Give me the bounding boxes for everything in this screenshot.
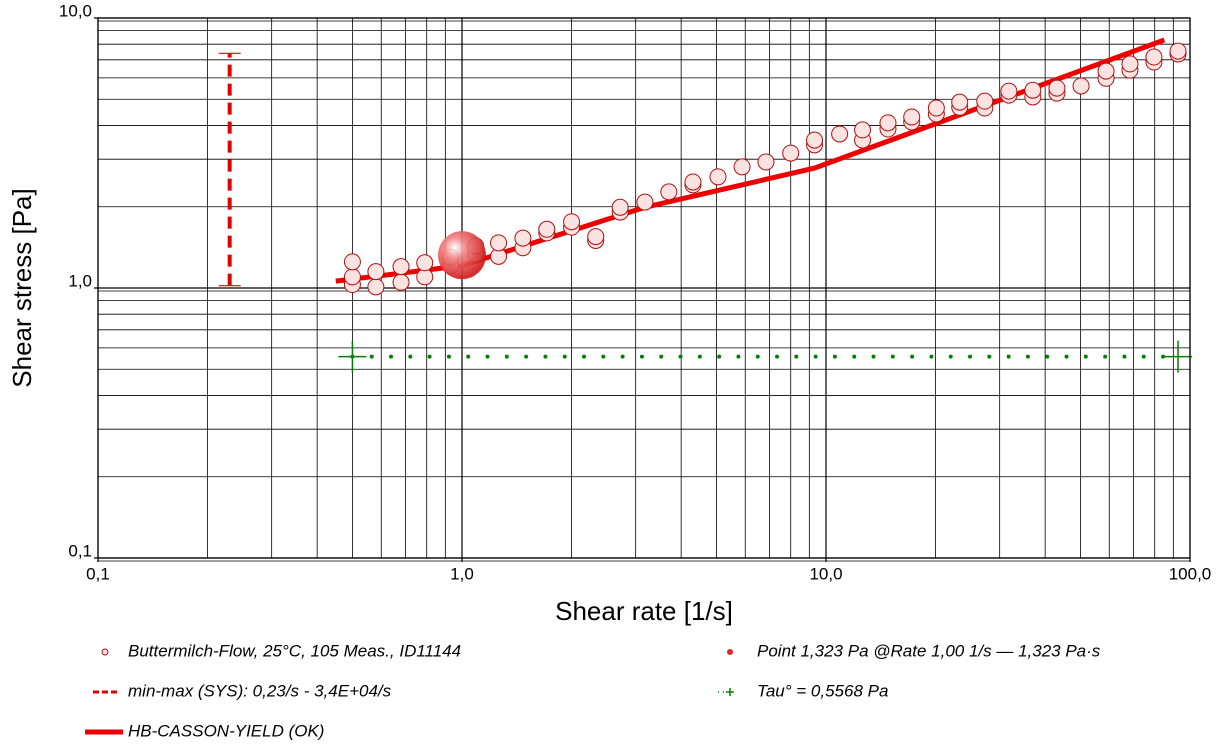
x-axis-label: Shear rate [1/s] [555,596,733,626]
data-point [976,92,994,110]
x-tick-label: 1,0 [450,564,474,583]
legend-marker [718,688,734,696]
y-tick-label: 1,0 [68,271,92,290]
data-point [587,228,605,246]
data-point [1097,62,1115,80]
legend-label: Point 1,323 Pa @Rate 1,00 1/s — 1,323 Pa… [757,641,1101,660]
data-point [1169,42,1187,60]
y-axis-label: Shear stress [Pa] [7,188,37,387]
data-point [343,253,361,271]
data-point [563,213,581,231]
data-point [951,93,969,111]
data-point [1145,48,1163,66]
data-point [490,234,508,252]
data-point [514,229,532,247]
y-tick-label: 10,0 [59,1,92,20]
data-point [1024,81,1042,99]
data-point [416,254,434,272]
data-point [392,273,410,291]
legend-marker [101,648,109,656]
x-tick-label: 10,0 [809,564,842,583]
data-point [757,153,775,171]
data-point [636,193,654,211]
data-point [611,198,629,216]
plot-frame [97,17,1191,559]
data-point [1048,79,1066,97]
data-point [782,144,800,162]
y-tick-label: 0,1 [68,541,92,560]
data-point [367,278,385,296]
data-point [660,183,678,201]
data-point [538,220,556,238]
data-point [392,258,410,276]
data-point [831,125,849,143]
data-point [806,131,824,149]
data-point [927,99,945,117]
x-tick-label: 0,1 [86,564,110,583]
legend-marker [727,649,733,655]
data-point [709,168,727,186]
data-point [854,121,872,139]
data-point [733,158,751,176]
data-point [1000,82,1018,100]
data-point [903,108,921,126]
legend-label: HB-CASSON-YIELD (OK) [128,721,324,740]
tau-end-marker [338,340,367,373]
data-point [684,173,702,191]
data-point [1072,77,1090,95]
data-point [367,263,385,281]
legend-label: Buttermilch-Flow, 25°C, 105 Meas., ID111… [128,641,461,660]
data-point [1121,55,1139,73]
legend-label: Tau° = 0,5568 Pa [757,681,888,700]
x-tick-label: 100,0 [1169,564,1212,583]
data-point [343,268,361,286]
tau-end-marker [1164,340,1193,373]
legend-label: min-max (SYS): 0,23/s - 3,4E+04/s [128,681,392,700]
highlight-point [438,231,486,280]
data-point [879,114,897,132]
